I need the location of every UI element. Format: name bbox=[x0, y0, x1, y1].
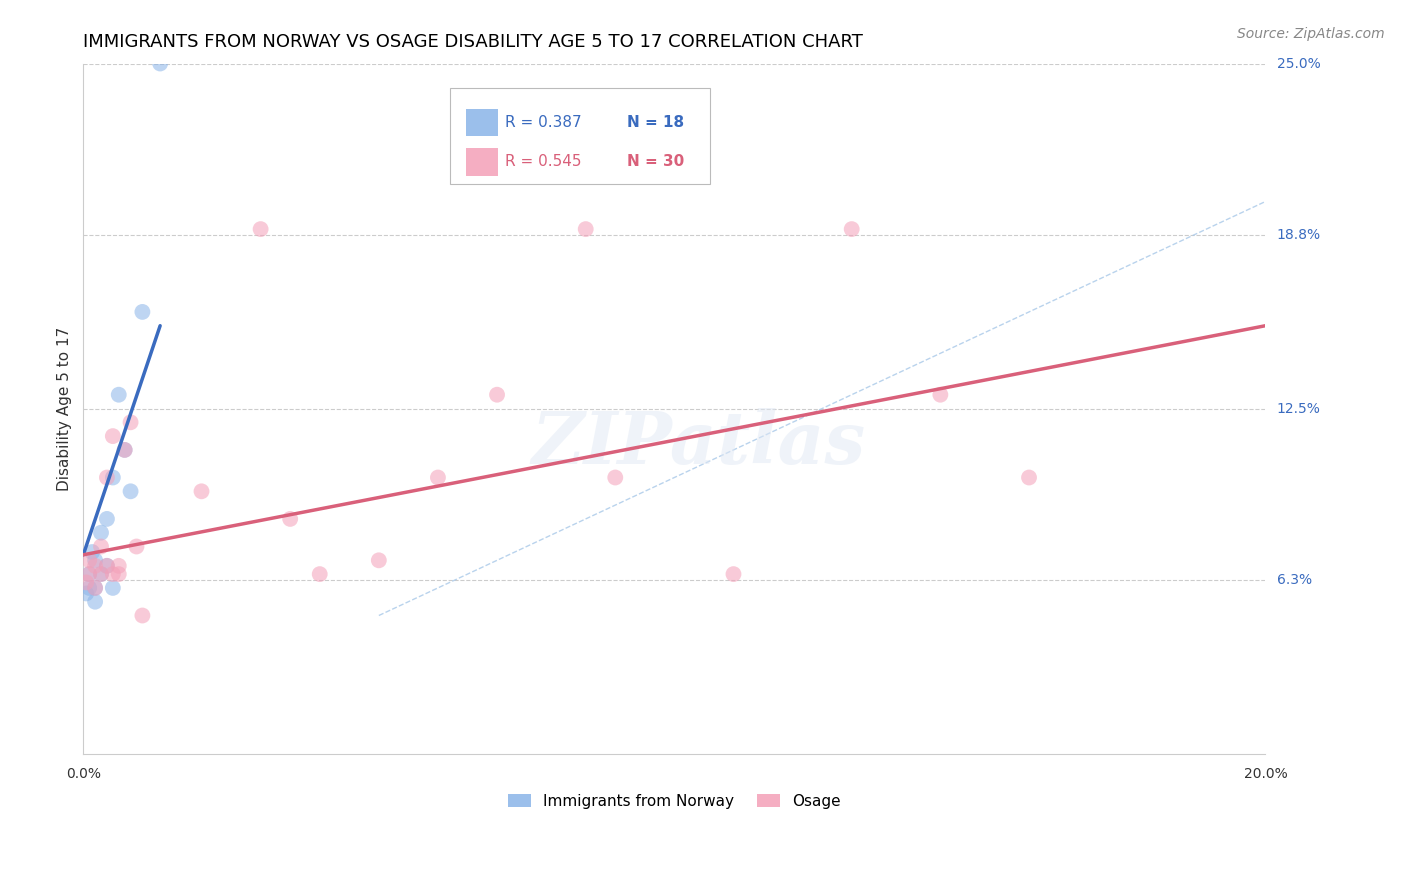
Point bbox=[149, 56, 172, 70]
Text: ZIPatlas: ZIPatlas bbox=[531, 408, 865, 478]
Point bbox=[190, 484, 212, 499]
Point bbox=[90, 525, 112, 540]
Point bbox=[75, 575, 97, 590]
Text: N = 18: N = 18 bbox=[627, 115, 685, 130]
Text: R = 0.387: R = 0.387 bbox=[505, 115, 582, 130]
Point bbox=[77, 581, 100, 595]
Y-axis label: Disability Age 5 to 17: Disability Age 5 to 17 bbox=[58, 326, 72, 491]
Point bbox=[125, 540, 148, 554]
Point bbox=[107, 558, 129, 573]
Point bbox=[84, 581, 107, 595]
Point bbox=[101, 429, 124, 443]
Point bbox=[107, 567, 129, 582]
Point bbox=[575, 222, 598, 236]
Point bbox=[278, 512, 301, 526]
Point bbox=[101, 470, 124, 484]
Point bbox=[101, 567, 124, 582]
Point bbox=[723, 567, 745, 582]
Point bbox=[84, 558, 107, 573]
Point bbox=[120, 415, 142, 429]
Point bbox=[84, 581, 107, 595]
Point bbox=[75, 586, 97, 600]
Point bbox=[96, 558, 118, 573]
Point bbox=[101, 581, 124, 595]
Point bbox=[929, 388, 952, 402]
Point bbox=[114, 442, 136, 457]
Point bbox=[114, 442, 136, 457]
FancyBboxPatch shape bbox=[467, 109, 498, 136]
Point bbox=[96, 470, 118, 484]
Point bbox=[82, 545, 104, 559]
Legend: Immigrants from Norway, Osage: Immigrants from Norway, Osage bbox=[502, 788, 846, 815]
Point bbox=[84, 595, 107, 609]
Point bbox=[841, 222, 863, 236]
Point bbox=[96, 512, 118, 526]
Point bbox=[131, 608, 153, 623]
Point bbox=[90, 567, 112, 582]
Point bbox=[77, 553, 100, 567]
Text: IMMIGRANTS FROM NORWAY VS OSAGE DISABILITY AGE 5 TO 17 CORRELATION CHART: IMMIGRANTS FROM NORWAY VS OSAGE DISABILI… bbox=[83, 33, 863, 51]
Point bbox=[486, 388, 509, 402]
Text: 12.5%: 12.5% bbox=[1277, 401, 1320, 416]
Text: R = 0.545: R = 0.545 bbox=[505, 154, 582, 169]
Point bbox=[605, 470, 627, 484]
Text: 18.8%: 18.8% bbox=[1277, 227, 1320, 242]
Text: Source: ZipAtlas.com: Source: ZipAtlas.com bbox=[1237, 27, 1385, 41]
Point bbox=[131, 305, 153, 319]
Point bbox=[120, 484, 142, 499]
Point bbox=[1018, 470, 1040, 484]
Point bbox=[90, 540, 112, 554]
Point bbox=[77, 567, 100, 582]
Point bbox=[367, 553, 389, 567]
FancyBboxPatch shape bbox=[467, 148, 498, 176]
FancyBboxPatch shape bbox=[450, 87, 710, 185]
Point bbox=[308, 567, 330, 582]
Point bbox=[107, 388, 129, 402]
Text: 25.0%: 25.0% bbox=[1277, 56, 1320, 70]
Text: 6.3%: 6.3% bbox=[1277, 573, 1312, 587]
Point bbox=[426, 470, 449, 484]
Point bbox=[77, 567, 100, 582]
Text: N = 30: N = 30 bbox=[627, 154, 685, 169]
Point bbox=[84, 553, 107, 567]
Point bbox=[96, 558, 118, 573]
Point bbox=[249, 222, 271, 236]
Point bbox=[90, 567, 112, 582]
